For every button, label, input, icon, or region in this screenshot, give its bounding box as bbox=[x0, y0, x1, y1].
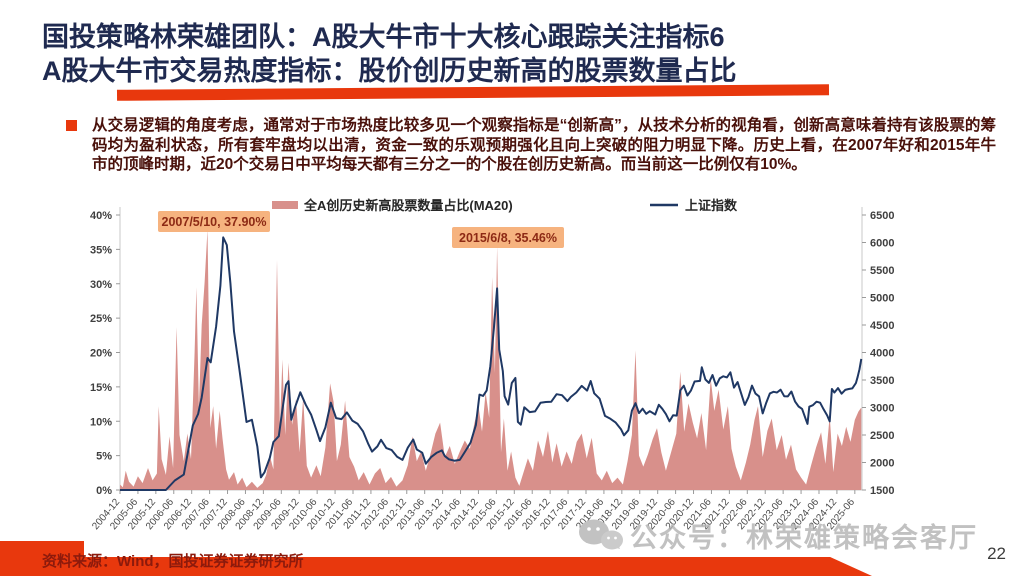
chart-x-axis-labels: 2004-122005-062005-122006-062006-122007-… bbox=[90, 490, 857, 532]
svg-text:5500: 5500 bbox=[870, 265, 894, 277]
svg-text:4500: 4500 bbox=[870, 320, 894, 332]
svg-text:3500: 3500 bbox=[870, 375, 894, 387]
trading-heat-chart: 0% 5% 10% 15% 20% 25% 30% 35% 40% 1500 2000 2500 300… bbox=[0, 195, 1024, 547]
svg-text:5000: 5000 bbox=[870, 293, 894, 305]
svg-text:上证指数: 上证指数 bbox=[685, 198, 738, 213]
svg-text:10%: 10% bbox=[90, 416, 112, 428]
svg-text:35%: 35% bbox=[90, 244, 112, 256]
svg-text:6000: 6000 bbox=[870, 238, 894, 250]
svg-text:15%: 15% bbox=[90, 382, 112, 394]
chart-axes: 0% 5% 10% 15% 20% 25% 30% 35% 40% 1500 2000 2500 300… bbox=[90, 207, 894, 497]
footer-red-band bbox=[0, 557, 872, 576]
chart-svg: 0% 5% 10% 15% 20% 25% 30% 35% 40% 1500 2000 2500 300… bbox=[90, 198, 895, 532]
svg-text:1500: 1500 bbox=[870, 485, 894, 497]
svg-text:6500: 6500 bbox=[870, 210, 894, 222]
bullet-square-icon bbox=[66, 120, 77, 131]
title-line-1: 国投策略林荣雄团队：A股大牛市十大核心跟踪关注指标6 bbox=[42, 22, 725, 52]
svg-text:3000: 3000 bbox=[870, 403, 894, 415]
summary-paragraph: 从交易逻辑的角度考虑，通常对于市场热度比较多见一个观察指标是“创新高”，从技术分… bbox=[66, 116, 996, 175]
chart-legend: 全A创历史新高股票数量占比(MA20) 上证指数 bbox=[272, 198, 738, 213]
svg-text:20%: 20% bbox=[90, 348, 112, 360]
chart-annotation-2: 2015/6/8, 35.46% bbox=[452, 227, 564, 248]
svg-text:4000: 4000 bbox=[870, 348, 894, 360]
svg-text:全A创历史新高股票数量占比(MA20): 全A创历史新高股票数量占比(MA20) bbox=[303, 198, 513, 213]
svg-text:25%: 25% bbox=[90, 313, 112, 325]
svg-text:5%: 5% bbox=[96, 451, 112, 463]
chart-annotation-1: 2007/5/10, 37.90% bbox=[158, 211, 270, 232]
title-line-2: A股大牛市交易热度指标：股价创历史新高的股票数量占比 bbox=[42, 56, 737, 86]
summary-text: 从交易逻辑的角度考虑，通常对于市场热度比较多见一个观察指标是“创新高”，从技术分… bbox=[92, 117, 996, 173]
page-number: 22 bbox=[987, 544, 1006, 563]
shanghai-index-line bbox=[120, 236, 863, 491]
svg-text:2500: 2500 bbox=[870, 430, 894, 442]
source-note: 资料来源：Wind，国投证券证券研究所 bbox=[42, 553, 304, 570]
page-title: 国投策略林荣雄团队：A股大牛市十大核心跟踪关注指标6 A股大牛市交易热度指标：股… bbox=[42, 20, 737, 88]
svg-text:40%: 40% bbox=[90, 210, 112, 222]
svg-text:0%: 0% bbox=[96, 485, 112, 497]
svg-text:30%: 30% bbox=[90, 279, 112, 291]
svg-text:2015/6/8, 35.46%: 2015/6/8, 35.46% bbox=[459, 231, 557, 245]
svg-text:2000: 2000 bbox=[870, 458, 894, 470]
svg-text:2007/5/10, 37.90%: 2007/5/10, 37.90% bbox=[162, 215, 267, 229]
